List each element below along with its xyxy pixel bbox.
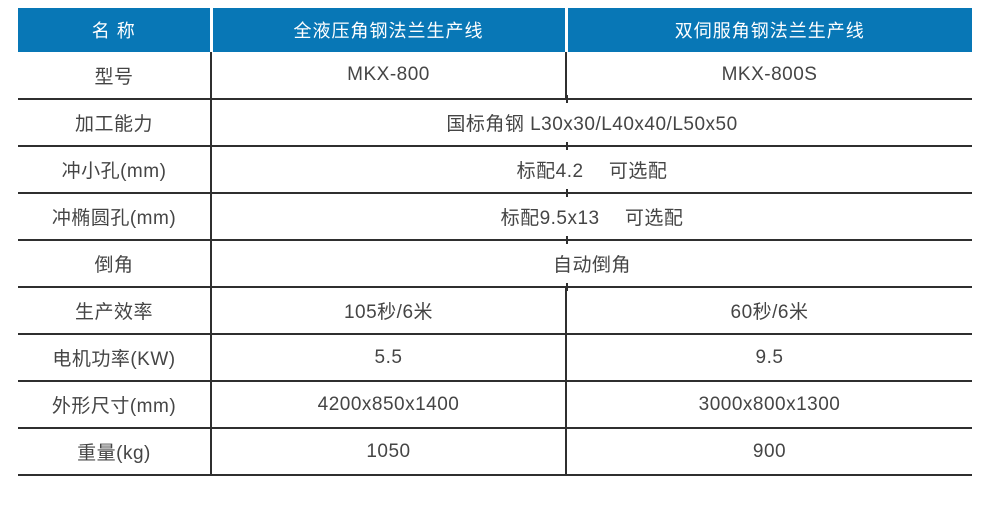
- row-dimensions: 外形尺寸(mm) 4200x850x1400 3000x800x1300: [18, 381, 972, 429]
- model-value-product1: MKX-800: [211, 52, 566, 100]
- chamfer-value: 自动倒角: [211, 235, 972, 290]
- oval-hole-punch-value: 标配9.5x13 可选配: [211, 188, 972, 243]
- row-label: 电机功率(KW): [18, 334, 212, 382]
- product-spec-table: 名 称 全液压角钢法兰生产线 双伺服角钢法兰生产线 型号 MKX-800 MKX…: [18, 8, 972, 476]
- dimensions-value-product2: 3000x800x1300: [565, 381, 972, 429]
- dimensions-value-product1: 4200x850x1400: [211, 381, 566, 429]
- row-label: 生产效率: [18, 287, 212, 335]
- row-oval-hole-punch: 冲椭圆孔(mm) 标配9.5x13 可选配: [18, 188, 972, 243]
- row-weight: 重量(kg) 1050 900: [18, 428, 972, 476]
- row-chamfer: 倒角 自动倒角: [18, 235, 972, 290]
- weight-value-product2: 900: [565, 428, 972, 476]
- small-hole-punch-value: 标配4.2 可选配: [211, 141, 972, 196]
- model-value-product2: MKX-800S: [565, 52, 972, 100]
- row-label: 加工能力: [18, 99, 212, 147]
- row-model: 型号 MKX-800 MKX-800S: [18, 52, 972, 100]
- motor-power-value-product2: 9.5: [565, 334, 972, 382]
- table-header-row: 名 称 全液压角钢法兰生产线 双伺服角钢法兰生产线: [18, 8, 972, 52]
- row-motor-power: 电机功率(KW) 5.5 9.5: [18, 334, 972, 382]
- weight-value-product1: 1050: [211, 428, 566, 476]
- motor-power-value-product1: 5.5: [211, 334, 566, 382]
- header-product2-cell: 双伺服角钢法兰生产线: [564, 8, 972, 52]
- row-label: 重量(kg): [18, 428, 212, 476]
- row-production-efficiency: 生产效率 105秒/6米 60秒/6米: [18, 287, 972, 335]
- header-product1-cell: 全液压角钢法兰生产线: [209, 8, 566, 52]
- row-label: 外形尺寸(mm): [18, 381, 212, 429]
- row-label: 倒角: [18, 240, 212, 288]
- efficiency-value-product1: 105秒/6米: [211, 287, 566, 335]
- row-label: 冲椭圆孔(mm): [18, 193, 212, 241]
- row-label: 型号: [18, 52, 212, 100]
- efficiency-value-product2: 60秒/6米: [565, 287, 972, 335]
- processing-capacity-value: 国标角钢 L30x30/L40x40/L50x50: [211, 94, 972, 149]
- header-name-cell: 名 称: [18, 8, 211, 52]
- row-small-hole-punch: 冲小孔(mm) 标配4.2 可选配: [18, 141, 972, 196]
- row-label: 冲小孔(mm): [18, 146, 212, 194]
- spec-sheet-page: 名 称 全液压角钢法兰生产线 双伺服角钢法兰生产线 型号 MKX-800 MKX…: [18, 8, 972, 476]
- row-processing-capacity: 加工能力 国标角钢 L30x30/L40x40/L50x50: [18, 94, 972, 149]
